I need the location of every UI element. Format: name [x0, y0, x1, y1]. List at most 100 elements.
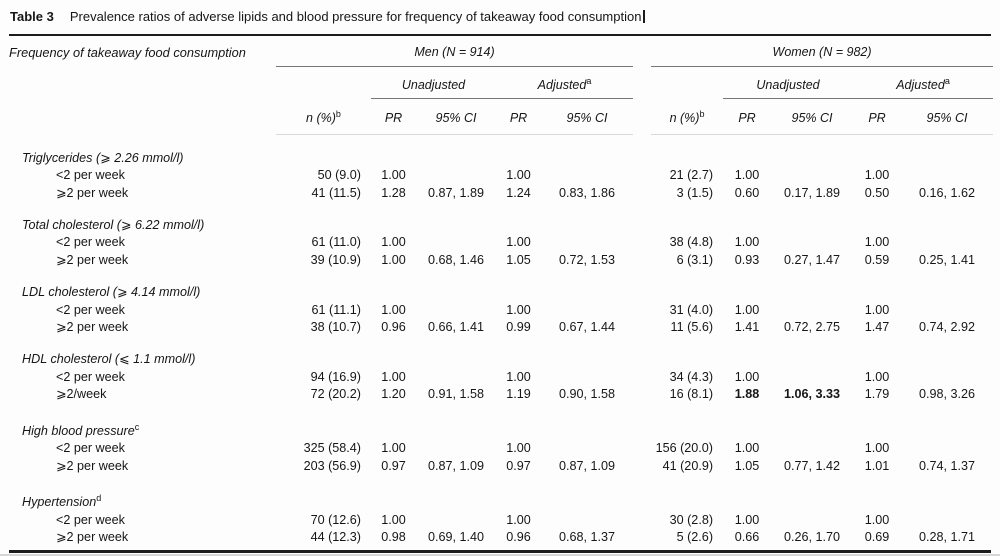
table-bottom-rule [9, 549, 991, 553]
value-cell: 0.90, 1.58 [558, 387, 616, 402]
column-gap [633, 458, 651, 475]
value-cell: 1.00 [864, 369, 890, 384]
column-men-unadj-ci: 95% CI [416, 98, 496, 135]
section-label: High blood pressurec [22, 421, 140, 438]
value-cell: 0.98, 3.26 [919, 387, 976, 402]
value-cell [901, 512, 993, 529]
table-body: Triglycerides (⩾ 2.26 mmol/l) <2 per week… [9, 134, 993, 546]
column-men-adj-ci: 95% CI [541, 98, 634, 135]
column-women-adjusted: Adjusteda [853, 66, 994, 100]
value-cell [771, 512, 853, 529]
value-cell: 1.00 [506, 512, 531, 527]
value-cell: 11 (5.6) [670, 320, 714, 335]
row-label: <2 per week [56, 302, 125, 317]
value-cell [416, 167, 496, 184]
footnote-marker-b: b [335, 108, 341, 119]
value-cell: 1.00 [381, 252, 406, 267]
value-cell: 34 (4.3) [669, 369, 714, 384]
row-label: ⩾2/week [56, 387, 107, 402]
value-cell: 0.68, 1.46 [427, 252, 485, 267]
column-gap [633, 252, 651, 269]
results-table: Frequency of takeaway food consumption M… [9, 40, 994, 547]
value-cell: 1.00 [381, 512, 406, 527]
column-men-unadj-pr: PR [371, 98, 416, 135]
value-cell: 50 (9.0) [317, 168, 361, 183]
value-cell: 0.96 [506, 530, 531, 545]
value-cell: 1.06, 3.33 [784, 387, 841, 402]
value-cell: 1.00 [734, 441, 760, 456]
column-men-unadjusted: Unadjusted [371, 66, 496, 100]
value-cell: 1.00 [506, 302, 531, 317]
value-cell: 1.00 [381, 168, 406, 183]
value-cell: 3 (1.5) [676, 185, 714, 200]
data-row: <2 per week 50 (9.0) 1.00 1.00 21 (2.7) 1.00 1… [9, 167, 993, 184]
text-cursor [643, 10, 645, 23]
value-cell [541, 440, 633, 457]
value-cell: 1.00 [864, 512, 890, 527]
value-cell: 1.41 [734, 320, 760, 335]
value-cell: 0.97 [381, 458, 406, 473]
value-cell: 0.17, 1.89 [784, 185, 841, 200]
value-cell: 1.00 [381, 441, 406, 456]
column-gap [633, 185, 651, 202]
data-row: ⩾2 per week 41 (11.5) 1.28 0.87, 1.89 1.24 0.… [9, 185, 993, 202]
section-label: HDL cholesterol (⩽ 1.1 mmol/l) [22, 352, 196, 367]
section-row: Total cholesterol (⩾ 6.22 mmol/l) [9, 202, 993, 234]
value-cell: 0.98 [381, 530, 406, 545]
table-header: Frequency of takeaway food consumption M… [9, 40, 994, 135]
value-cell: 1.24 [506, 185, 531, 200]
value-cell: 1.00 [864, 235, 890, 250]
value-cell: 31 (4.0) [669, 302, 714, 317]
row-label: ⩾2 per week [56, 458, 129, 473]
value-cell [541, 369, 633, 386]
column-gap [633, 369, 651, 386]
empty-cell [276, 67, 371, 99]
column-gap [633, 319, 651, 336]
value-cell: 21 (2.7) [669, 168, 714, 183]
value-cell: 1.05 [506, 252, 531, 267]
row-label: <2 per week [56, 168, 125, 183]
row-label: <2 per week [56, 441, 125, 456]
value-cell: 1.00 [734, 512, 760, 527]
value-cell: 1.00 [734, 302, 760, 317]
value-cell: 1.00 [506, 168, 531, 183]
column-men-adjusted: Adjusteda [496, 66, 634, 100]
section-label: Triglycerides (⩾ 2.26 mmol/l) [22, 150, 184, 165]
measure-header-row: n (%)b PR 95% CI PR 95% CI n (%)b PR 95%… [9, 98, 994, 135]
footnote-marker-d: d [96, 493, 102, 504]
section-row: High blood pressurec [9, 404, 993, 441]
value-cell: 0.87, 1.09 [558, 458, 616, 473]
group-header-row: Frequency of takeaway food consumption M… [9, 40, 994, 67]
value-cell: 0.27, 1.47 [784, 252, 841, 267]
section-row: LDL cholesterol (⩾ 4.14 mmol/l) [9, 269, 993, 301]
column-gap [633, 512, 651, 529]
value-cell: 1.00 [506, 235, 531, 250]
value-cell: 0.97 [506, 458, 531, 473]
value-cell: 0.83, 1.86 [558, 185, 616, 200]
data-row: <2 per week 61 (11.0) 1.00 1.00 38 (4.8) 1.00… [9, 234, 993, 251]
value-cell: 0.87, 1.89 [427, 185, 485, 200]
empty-cell [651, 67, 723, 99]
column-group-women: Women (N = 982) [651, 40, 994, 67]
data-row: ⩾2 per week 38 (10.7) 0.96 0.66, 1.41 0.99 0.… [9, 319, 993, 336]
table-caption: Table 3 Prevalence ratios of adverse lipi… [9, 0, 991, 34]
value-cell: 38 (10.7) [310, 320, 361, 335]
value-cell: 72 (20.2) [310, 387, 361, 402]
section-row: Hypertensiond [9, 475, 993, 512]
column-gap [633, 529, 651, 546]
value-cell: 1.00 [506, 369, 531, 384]
column-women-adj-ci: 95% CI [901, 98, 994, 135]
value-cell: 1.88 [734, 387, 760, 402]
value-cell: 61 (11.0) [311, 235, 361, 250]
value-cell: 94 (16.9) [310, 369, 361, 384]
value-cell [771, 234, 853, 251]
value-cell: 0.26, 1.70 [784, 530, 841, 545]
value-cell: 0.74, 2.92 [919, 320, 976, 335]
value-cell: 0.74, 1.37 [919, 458, 976, 473]
value-cell: 0.93 [734, 252, 760, 267]
row-label: ⩾2 per week [56, 252, 129, 267]
value-cell: 38 (4.8) [669, 235, 714, 250]
column-gap [633, 67, 651, 99]
value-cell: 0.60 [734, 185, 760, 200]
